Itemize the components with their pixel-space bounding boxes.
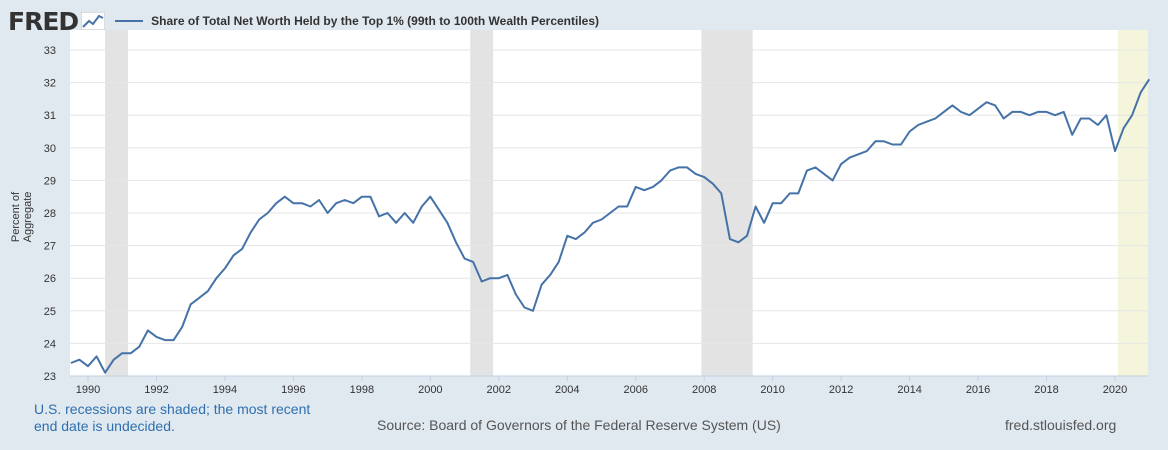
x-tick-label: 2008 <box>692 384 716 396</box>
x-tick-label: 2006 <box>623 384 647 396</box>
recession-band <box>105 30 128 376</box>
y-tick-label: 25 <box>44 306 56 318</box>
fred-logo-graph-icon <box>81 12 106 30</box>
x-tick-label: 2002 <box>487 384 511 396</box>
plot-area <box>70 30 1148 376</box>
x-tick-label: 1990 <box>76 384 100 396</box>
legend-swatch <box>115 20 144 22</box>
y-axis-label: Percent of Aggregate <box>10 191 34 243</box>
x-tick-label: 2018 <box>1034 384 1058 396</box>
y-tick-label: 24 <box>44 338 56 350</box>
x-tick-label: 1996 <box>281 384 305 396</box>
y-tick-label: 28 <box>44 208 56 220</box>
data-points <box>70 79 1150 373</box>
y-tick-label: 29 <box>44 175 56 187</box>
y-tick-label: 32 <box>44 78 56 90</box>
y-tick-label: 26 <box>44 273 56 285</box>
source-text: Source: Board of Governors of the Federa… <box>377 417 781 433</box>
x-tick-label: 2012 <box>829 384 853 396</box>
x-tick-label: 1994 <box>213 384 237 396</box>
x-tick-label: 2000 <box>418 384 442 396</box>
x-tick-label: 2020 <box>1103 384 1127 396</box>
x-tick-label: 1998 <box>350 384 374 396</box>
recession-band <box>470 30 494 376</box>
site-link[interactable]: fred.stlouisfed.org <box>1005 417 1117 433</box>
y-tick-label: 27 <box>44 241 56 253</box>
legend-label: Share of Total Net Worth Held by the Top… <box>151 14 600 28</box>
x-tick-label: 2010 <box>760 384 784 396</box>
x-tick-label: 2014 <box>897 384 921 396</box>
x-tick-label: 1992 <box>144 384 168 396</box>
y-tick-label: 33 <box>44 45 56 57</box>
recession-note: U.S. recessions are shaded; the most rec… <box>34 401 311 434</box>
chart-header: FRED Share of Total Net Worth Held by th… <box>8 6 599 36</box>
y-tick-label: 30 <box>44 143 56 155</box>
y-tick-label: 23 <box>44 371 56 383</box>
y-tick-label: 31 <box>44 110 56 122</box>
x-tick-label: 2004 <box>555 384 579 396</box>
fred-logo[interactable]: FRED <box>8 6 79 36</box>
x-tick-label: 2016 <box>966 384 990 396</box>
recession-band <box>701 30 753 376</box>
recession-band <box>1117 30 1148 376</box>
